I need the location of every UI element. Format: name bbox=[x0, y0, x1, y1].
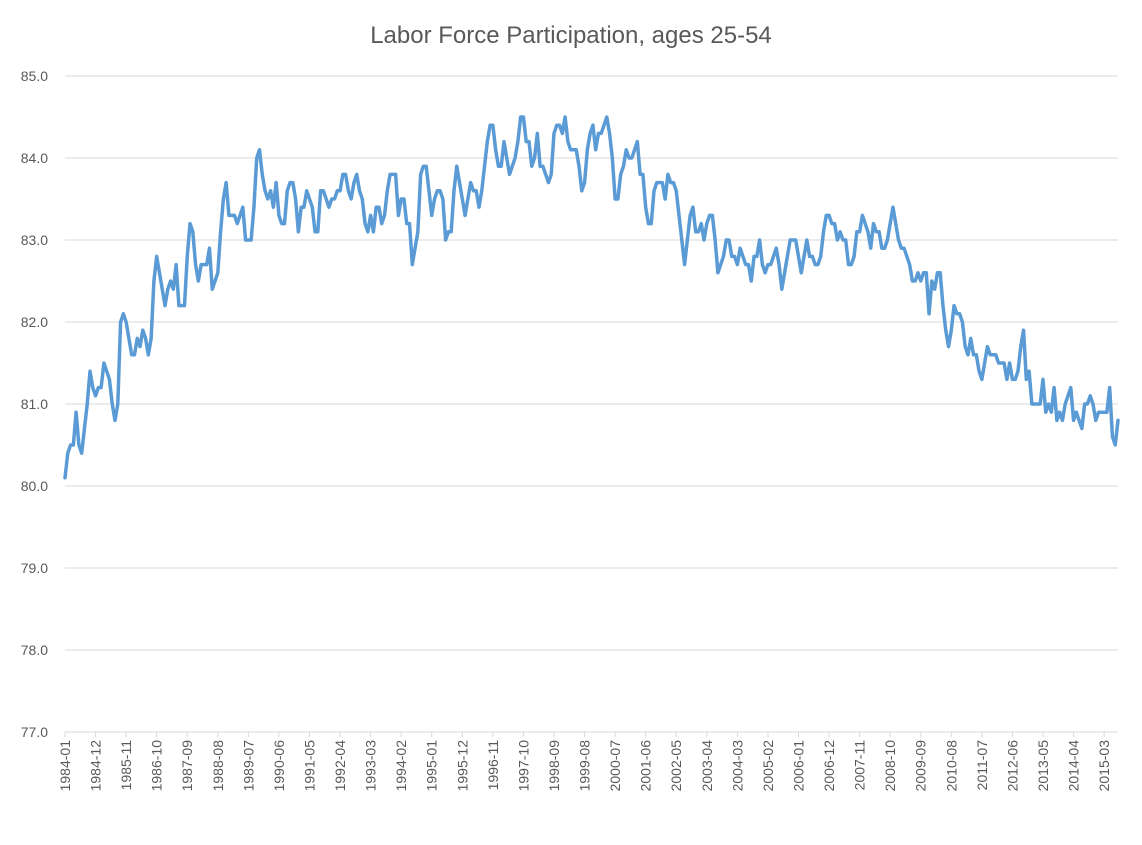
x-tick-label: 2005-02 bbox=[760, 740, 776, 792]
x-tick-label: 2004-03 bbox=[729, 740, 745, 792]
x-tick-label: 1993-03 bbox=[363, 740, 379, 792]
x-tick-label: 2006-01 bbox=[790, 740, 806, 792]
x-tick-label: 1991-05 bbox=[301, 740, 317, 792]
y-tick-label: 83.0 bbox=[21, 232, 48, 248]
y-tick-label: 79.0 bbox=[21, 560, 48, 576]
y-tick-label: 80.0 bbox=[21, 478, 48, 494]
x-tick-label: 2009-09 bbox=[913, 740, 929, 792]
x-tick-label: 2003-04 bbox=[699, 740, 715, 792]
x-tick-label: 1994-02 bbox=[393, 740, 409, 792]
x-tick-label: 1995-01 bbox=[424, 740, 440, 792]
chart-title: Labor Force Participation, ages 25-54 bbox=[370, 22, 772, 49]
x-tick-label: 1985-11 bbox=[118, 740, 134, 791]
y-tick-label: 84.0 bbox=[21, 150, 48, 166]
x-tick-label: 1998-09 bbox=[546, 740, 562, 792]
x-tick-label: 2000-07 bbox=[607, 740, 623, 792]
x-tick-label: 1989-07 bbox=[240, 740, 256, 792]
x-tick-label: 2012-06 bbox=[1004, 740, 1020, 792]
x-tick-label: 1995-12 bbox=[454, 740, 470, 792]
x-tick-label: 2010-08 bbox=[943, 740, 959, 792]
x-tick-label: 2014-04 bbox=[1066, 740, 1082, 792]
x-tick-label: 2002-05 bbox=[668, 740, 684, 792]
x-tick-label: 1988-08 bbox=[210, 740, 226, 792]
y-tick-label: 85.0 bbox=[21, 68, 48, 84]
y-tick-label: 82.0 bbox=[21, 314, 48, 330]
x-tick-label: 1984-01 bbox=[57, 740, 73, 792]
x-tick-label: 2006-12 bbox=[821, 740, 837, 792]
x-tick-label: 2013-05 bbox=[1035, 740, 1051, 792]
x-tick-label: 1996-11 bbox=[485, 740, 501, 791]
x-tick-label: 2008-10 bbox=[882, 740, 898, 792]
x-tick-label: 1990-06 bbox=[271, 740, 287, 792]
y-tick-label: 77.0 bbox=[21, 724, 48, 740]
x-tick-label: 1992-04 bbox=[332, 740, 348, 792]
x-tick-label: 1984-12 bbox=[88, 740, 104, 792]
x-tick-label: 1999-08 bbox=[577, 740, 593, 792]
x-tick-label: 1986-10 bbox=[149, 740, 165, 792]
x-tick-label: 2007-11 bbox=[852, 740, 868, 791]
y-tick-label: 81.0 bbox=[21, 396, 48, 412]
y-tick-label: 78.0 bbox=[21, 642, 48, 658]
data-line bbox=[63, 115, 1120, 480]
x-tick-label: 2001-06 bbox=[638, 740, 654, 792]
x-tick-label: 2011-07 bbox=[974, 740, 990, 791]
x-tick-label: 1997-10 bbox=[515, 740, 531, 792]
x-tick-label: 2015-03 bbox=[1096, 740, 1112, 792]
x-tick-label: 1987-09 bbox=[179, 740, 195, 792]
